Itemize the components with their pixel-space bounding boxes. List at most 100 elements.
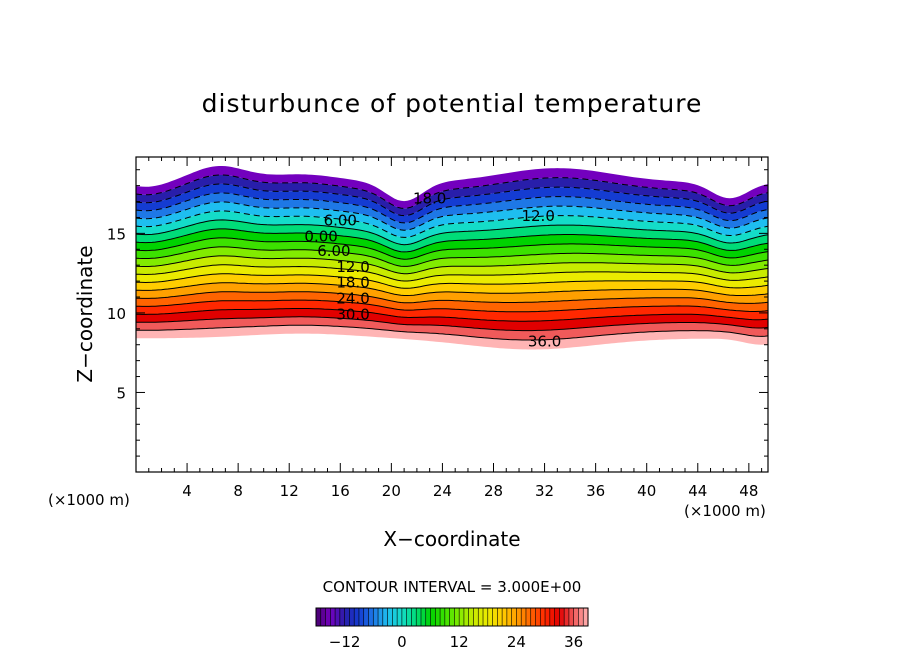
colorbar-swatch <box>454 608 460 626</box>
colorbar-tick-label: 36 <box>564 633 583 651</box>
colorbar-swatch <box>401 608 408 626</box>
colorbar-tick-label: −12 <box>329 633 361 651</box>
colorbar-tick-label: 12 <box>450 633 469 651</box>
colorbar-swatch <box>382 608 389 626</box>
contour-label: 18.0 <box>413 189 446 207</box>
x-tick-label: 20 <box>382 482 401 500</box>
contour-band <box>136 282 768 304</box>
colorbar-swatch <box>578 608 584 626</box>
colorbar-swatch <box>325 608 331 626</box>
colorbar-swatch <box>411 608 417 626</box>
colorbar-swatch <box>564 608 570 626</box>
colorbar-swatch <box>425 608 432 626</box>
colorbar-swatch <box>568 608 575 626</box>
contour-band <box>136 264 768 289</box>
colorbar-swatch <box>387 608 393 626</box>
colorbar-swatch <box>392 608 398 626</box>
colorbar-swatch <box>549 608 556 626</box>
colorbar-tick-label: 24 <box>507 633 526 651</box>
contour-line <box>136 228 768 253</box>
colorbar-swatch <box>492 608 498 626</box>
plot-frame <box>135 156 769 473</box>
x-tick-label: 44 <box>688 482 707 500</box>
x-tick-label: 8 <box>233 482 243 500</box>
x-axis: 4 8 12 16 20 24 28 32 36 40 44 48 <box>148 157 763 500</box>
contour-band <box>136 308 768 331</box>
contour-label: 30.0 <box>336 306 369 324</box>
colorbar-swatch <box>545 608 551 626</box>
contour-line <box>136 264 768 282</box>
colorbar-swatch <box>363 608 370 626</box>
colorbar-swatch <box>540 608 546 626</box>
contour-band <box>136 246 768 274</box>
contour-band <box>136 192 768 231</box>
contour-line <box>136 174 768 209</box>
colorbar-swatch <box>468 608 475 626</box>
contour-lines <box>136 174 768 341</box>
contour-label: 36.0 <box>528 333 561 351</box>
x-tick-label: 28 <box>484 482 503 500</box>
colorbar-swatch <box>559 608 565 626</box>
contour-band <box>136 166 768 209</box>
x-tick-label: 32 <box>535 482 554 500</box>
colorbar-swatch <box>463 608 470 626</box>
colorbar-swatch <box>449 608 455 626</box>
colorbar-swatch <box>440 608 446 626</box>
colorbar-swatch <box>530 608 537 626</box>
contour-label: 6.00 <box>317 242 350 260</box>
colorbar-swatch <box>420 608 427 626</box>
contour-band <box>136 210 768 245</box>
contour-interval-note: CONTOUR INTERVAL = 3.000E+00 <box>323 578 582 596</box>
x-tick-label: 24 <box>433 482 452 500</box>
contour-band <box>136 237 768 267</box>
colorbar-swatch <box>378 608 384 626</box>
colorbar-swatch <box>478 608 484 626</box>
colorbar-swatch <box>483 608 489 626</box>
y-tick-label: 10 <box>107 305 126 323</box>
contour-line <box>136 210 768 238</box>
contour-line <box>136 324 768 341</box>
y-axis-label: Z−coordinate <box>73 245 97 382</box>
contour-line <box>136 282 768 296</box>
colorbar-swatch <box>444 608 451 626</box>
contour-band <box>136 175 768 216</box>
chart-title: disturbunce of potential temperature <box>202 89 703 118</box>
colorbar-swatch <box>330 608 336 626</box>
colorbar-swatch <box>397 608 403 626</box>
x-tick-label: 48 <box>739 482 758 500</box>
contour-band <box>136 255 768 281</box>
colorbar-swatch <box>535 608 541 626</box>
colorbar-swatch <box>502 608 508 626</box>
colorbar-swatch <box>368 608 374 626</box>
contour-label: 18.0 <box>336 274 369 292</box>
colorbar-swatch <box>335 608 341 626</box>
colorbar-swatch <box>373 608 379 626</box>
contour-line <box>136 255 768 275</box>
x-tick-label: 16 <box>331 482 350 500</box>
colorbar: −12 0 12 24 36 <box>315 607 589 651</box>
colorbar-swatch <box>521 608 527 626</box>
colorbar-swatch <box>487 608 494 626</box>
colorbar-swatch <box>416 608 422 626</box>
x-unit-left: (×1000 m) <box>48 491 130 509</box>
colorbar-swatch <box>516 608 522 626</box>
colorbar-tick-label: 0 <box>397 633 407 651</box>
contour-line <box>136 316 768 332</box>
colorbar-swatch <box>430 608 436 626</box>
colorbar-swatch <box>339 608 346 626</box>
colorbar-swatch <box>406 608 413 626</box>
contour-band <box>136 291 768 312</box>
colorbar-swatch <box>358 608 365 626</box>
colorbar-swatch <box>473 608 479 626</box>
colorbar-swatch <box>459 608 465 626</box>
y-tick-label: 5 <box>116 384 126 402</box>
contour-band <box>136 201 768 238</box>
x-tick-label: 36 <box>586 482 605 500</box>
colorbar-swatch <box>525 608 532 626</box>
x-unit-right: (×1000 m) <box>684 502 766 520</box>
contour-line <box>136 291 768 304</box>
x-axis-label: X−coordinate <box>383 527 520 551</box>
contour-label: 24.0 <box>336 290 369 308</box>
